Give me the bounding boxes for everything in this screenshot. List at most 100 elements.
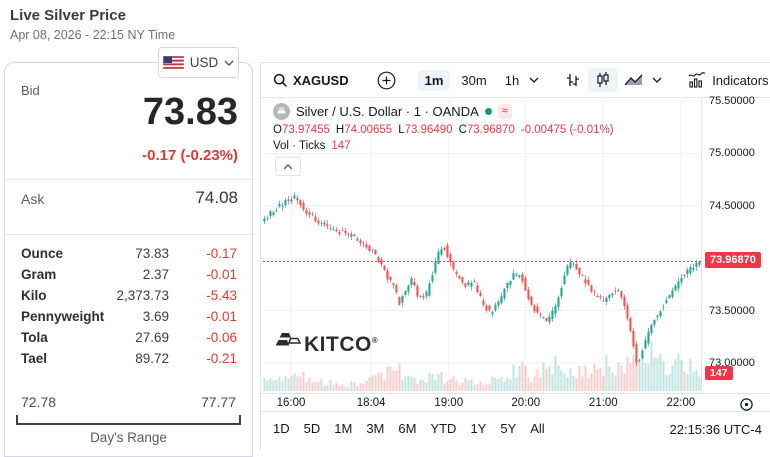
scroll-to-realtime-icon[interactable] (739, 397, 754, 412)
price-axis-border (701, 98, 702, 393)
chevron-up-icon (283, 163, 293, 169)
chart-style-bars-button[interactable] (558, 68, 588, 92)
currency-select[interactable]: USD (158, 47, 239, 78)
unit-label: Ounce (21, 246, 64, 261)
chart-style-menu-button[interactable] (649, 74, 665, 86)
unit-change: -0.06 (206, 330, 237, 345)
ask-label: Ask (21, 191, 45, 207)
price-tick-label: 73.50000 (709, 304, 755, 317)
range-toolbar: 1D 5D 1M 3M 6M YTD 1Y 5Y All 22:15:36 UTC-4 (261, 411, 770, 451)
unit-change: -0.17 (206, 246, 237, 261)
currency-label: USD (189, 55, 219, 70)
divider (5, 234, 252, 235)
plus-circle-icon (377, 71, 396, 89)
bid-price: 73.83 (142, 91, 238, 133)
time-tick-label: 20:00 (511, 397, 541, 409)
legend-symbol-title[interactable]: Silver / U.S. Dollar · 1 · OANDA (296, 103, 479, 119)
unit-label: Tael (21, 351, 48, 366)
page-title: Live Silver Price (10, 7, 126, 24)
time-axis[interactable]: 16:00 18:04 19:00 20:00 21:00 22:00 (261, 393, 770, 411)
unit-change: -0.21 (206, 351, 237, 366)
last-volume-label: 147 (705, 366, 733, 380)
range-button-5Y[interactable]: 5Y (500, 421, 517, 436)
unit-row: Gram 2.37 -0.01 (5, 264, 252, 285)
ohlc-L: L73.96490 (398, 124, 453, 136)
indicators-icon (688, 71, 706, 88)
days-range-label: Day's Range (90, 430, 167, 445)
unit-value: 89.72 (135, 351, 169, 366)
chevron-down-icon (224, 60, 234, 66)
legend-vol-value: 147 (331, 140, 351, 152)
interval-menu-button[interactable] (526, 74, 542, 86)
chart-toolbar: XAGUSD 1m 30m 1h (261, 63, 770, 98)
us-flag-icon (162, 56, 184, 69)
range-button-6M[interactable]: 6M (398, 421, 417, 436)
quote-card: Bid 73.83 -0.17 (-0.23%) Ask 74.08 Ounce… (4, 62, 253, 457)
unit-value: 27.69 (135, 330, 169, 345)
bid-label: Bid (21, 83, 40, 98)
bar-change: -0.00475 (-0.01%) (520, 124, 614, 136)
range-high: 77.77 (200, 394, 236, 410)
unit-value: 73.83 (135, 246, 169, 261)
unit-label: Kilo (21, 288, 47, 303)
range-button-YTD[interactable]: YTD (430, 421, 457, 436)
unit-row: Ounce 73.83 -0.17 (5, 243, 252, 264)
bars-chart-icon (567, 74, 580, 86)
unit-row: Kilo 2,373.73 -5.43 (5, 285, 252, 306)
bid-change: -0.17 (-0.23%) (142, 147, 238, 164)
search-icon (273, 73, 287, 87)
chevron-down-icon (652, 77, 662, 83)
unit-label: Pennyweight (21, 309, 105, 324)
unit-change: -0.01 (206, 267, 237, 282)
symbol-search-button[interactable]: XAGUSD (271, 70, 355, 91)
approx-data-badge[interactable]: ≈ (497, 103, 512, 119)
range-button-1D[interactable]: 1D (273, 421, 290, 436)
candlestick-chart-icon (597, 72, 609, 87)
interval-button-1h[interactable]: 1h (504, 72, 520, 88)
indicators-button[interactable]: Indicators (681, 69, 770, 92)
range-button-All[interactable]: All (530, 421, 545, 436)
unit-price-table: Ounce 73.83 -0.17 Gram 2.37 -0.01 Kilo 2,3… (5, 243, 252, 369)
chart-clock[interactable]: 22:15:36 UTC-4 (669, 422, 763, 437)
interval-button-30m[interactable]: 30m (461, 72, 487, 88)
price-tick-label: 75.50000 (709, 95, 755, 107)
time-tick-label: 22:00 (666, 397, 696, 409)
symbol-name: XAGUSD (293, 72, 349, 88)
range-button-1M[interactable]: 1M (334, 421, 353, 436)
legend-vol-label: Vol · Ticks (273, 140, 326, 152)
ohlc-H: H74.00655 (335, 124, 393, 136)
divider (5, 179, 252, 180)
ohlc-C: C73.96870 (458, 124, 515, 136)
chart-style-candles-button[interactable] (588, 68, 619, 92)
ohlc-O: O73.97455 (273, 124, 330, 136)
days-range-bracket (16, 415, 241, 425)
unit-row: Tola 27.69 -0.06 (5, 327, 252, 348)
interval-button-1m[interactable]: 1m (417, 69, 451, 91)
unit-value: 3.69 (142, 309, 169, 324)
price-tick-label: 74.50000 (709, 199, 755, 212)
range-button-5D[interactable]: 5D (303, 421, 321, 436)
legend-collapse-button[interactable] (275, 157, 301, 176)
range-button-3M[interactable]: 3M (366, 421, 385, 436)
unit-row: Tael 89.72 -0.21 (5, 348, 252, 369)
unit-label: Tola (21, 330, 48, 345)
chart-style-area-button[interactable] (618, 69, 649, 91)
chart-legend: Silver / U.S. Dollar · 1 · OANDA ≈ O73.9… (273, 102, 614, 152)
chevron-down-icon (529, 77, 539, 83)
unit-change: -0.01 (206, 309, 237, 324)
range-low: 72.78 (21, 394, 57, 410)
time-tick-label: 18:04 (356, 397, 386, 409)
compare-add-button[interactable] (371, 68, 402, 93)
unit-row: Pennyweight 3.69 -0.01 (5, 306, 252, 327)
legend-ohlc-row: O73.97455 H74.00655 L73.96490 C73.96870 -0.0… (273, 124, 614, 136)
kitco-watermark-text: KITCO® (304, 333, 379, 356)
silver-symbol-logo (273, 102, 290, 120)
kitco-gold-bars-icon (275, 333, 301, 346)
last-price-label: 73.96870 (705, 252, 761, 269)
area-chart-icon (624, 74, 643, 86)
range-buttons: 1D 5D 1M 3M 6M YTD 1Y 5Y All (273, 421, 545, 436)
unit-change: -5.43 (206, 288, 237, 303)
chart-panel: XAGUSD 1m 30m 1h (260, 62, 770, 450)
range-button-1Y[interactable]: 1Y (470, 421, 487, 436)
time-tick-label: 19:00 (434, 397, 464, 409)
